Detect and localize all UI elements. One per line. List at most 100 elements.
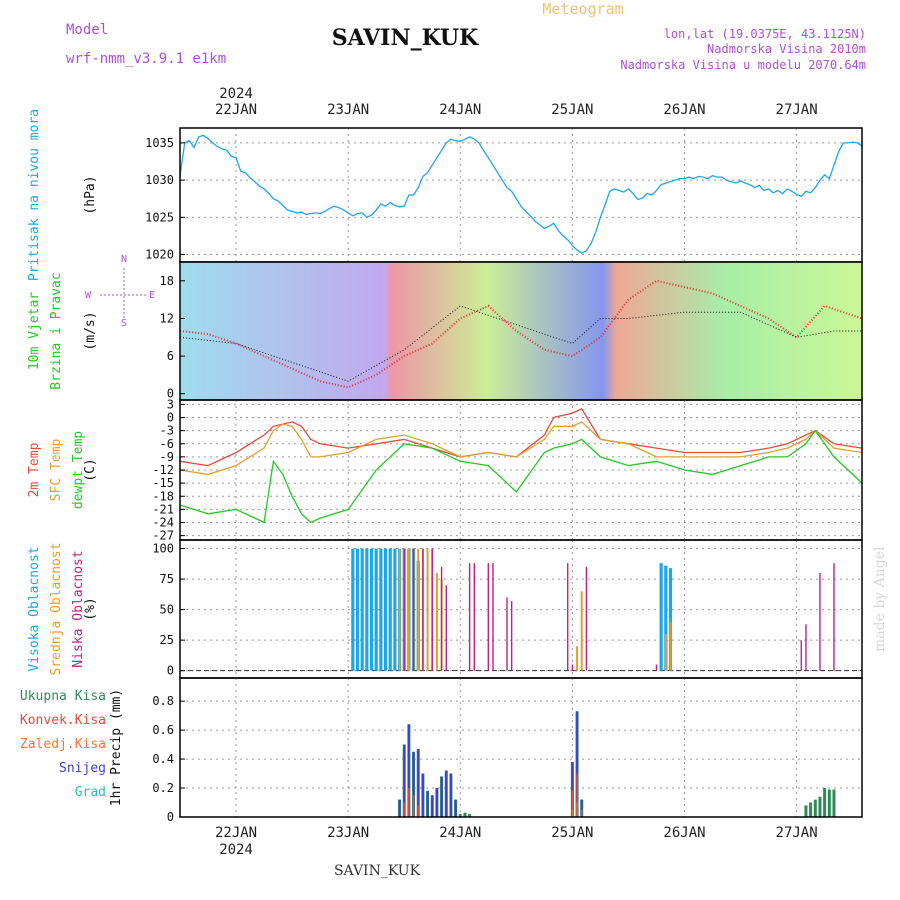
legend-konvek-kisa: Konvek.Kisa [20,713,106,728]
y-axis-label: 1hr Precip (mm) [109,689,124,806]
legend-grad: Grad [75,785,106,800]
panel-frame [179,539,863,679]
bar [571,809,573,817]
bar [664,634,667,671]
y-axis-label: (hPa) [83,175,98,214]
y-axis-label: (%) [83,597,98,620]
y-axis-label: Visoka Oblacnost [27,546,42,671]
bar [833,563,835,671]
y-tick-label: 0.6 [152,723,174,737]
precip-legend: Ukupna Kisa Konvek.Kisa Zaledj.Kisa Snijeg G… [20,689,106,800]
series-konvek-kisa [403,773,583,817]
y-tick-label: 0 [167,664,174,678]
day-label-top: 24JAN [439,102,481,118]
bar [827,789,831,817]
bar [580,591,583,671]
model-label: Model [66,22,108,38]
bar [412,795,415,817]
y-tick-label: 0 [167,810,174,824]
bar [669,621,672,671]
bar [440,566,443,671]
legend-zaledj-kisa: Zaledj.Kisa [20,737,106,752]
y-axis-label: Niska Oblacnost [71,550,86,667]
legend-ukupna-kisa: Ukupna Kisa [20,689,106,704]
y-axis-label: Pritisak na nivou mora [27,109,42,281]
panel-frame [179,677,863,818]
bar [431,795,434,817]
y-tick-label: 1020 [145,248,174,262]
y-tick-label: 75 [160,572,174,586]
bar [664,565,668,671]
bar [417,805,419,817]
bar [468,814,472,817]
bar [408,788,410,817]
y-axis-label: Brzina i Pravac [49,272,64,389]
series-zaledj-kisa [571,802,578,817]
bar [576,802,578,817]
bar [506,597,508,671]
y-tick-label: -27 [152,529,174,543]
y-axis-label: dewpt Temp [71,431,86,509]
y-tick-label: -6 [160,437,174,451]
bar [510,601,513,671]
bar [571,761,574,817]
bar [393,548,397,671]
day-label-top: 27JAN [776,102,818,118]
day-label-bottom: 24JAN [439,825,481,841]
year-label-bottom: 2024 [219,842,253,858]
bar [351,548,355,671]
gridlines [180,540,862,678]
bar [431,548,433,671]
y-tick-label: -15 [152,476,174,490]
day-label-bottom: 25JAN [551,825,593,841]
wind-field [180,262,862,400]
bar [492,563,494,671]
station-title: SAVIN_KUK [332,25,479,51]
y-tick-label: 6 [167,349,174,363]
y-tick-label: 1030 [145,173,174,187]
bar [435,788,438,817]
y-axis-label: SFC Temp [49,439,64,502]
panel-wind: 0 6 12 18 10m Vjetar Brzina i Pravac (m/s) N W E S [27,254,863,401]
bar [800,640,802,671]
series-dewpt-temp [179,429,863,524]
bar [417,548,420,671]
y-tick-label: 1035 [145,136,174,150]
bar [388,548,392,671]
bar [440,776,443,817]
bar [422,548,424,671]
panels: 1020 1025 1030 1035 Pritisak na nivou mora (h… [20,109,863,824]
y-tick-label: 0.8 [152,694,174,708]
series-sfc-temp [179,421,863,476]
bar [580,809,583,817]
y-tick-label: -3 [160,424,174,438]
panel-frame [179,127,863,263]
panel-clouds: 0 25 50 75 100 Visoka Oblacnost Srednja Oblacn… [27,539,863,679]
bar [445,585,447,671]
bar [403,548,405,671]
y-ticks: -27-24-21-18-15-12-9-6-303 [152,397,185,543]
gridlines [180,400,862,540]
y-tick-label: 1025 [145,210,174,224]
series-pressure [179,134,863,254]
y-tick-label: 0 [167,387,174,401]
lonlat-label: lon,lat (19.0375E, 43.1125N) [664,27,866,41]
bar [580,799,583,817]
bar [454,799,457,817]
y-axis-label: (C) [83,458,98,481]
day-label-top: 22JAN [215,102,257,118]
bar [576,646,579,671]
bar [818,796,822,817]
y-ticks: 0 6 12 18 [160,274,185,401]
bar [458,814,462,817]
bar [809,802,813,817]
y-ticks: 0 0.2 0.4 0.6 0.8 [152,694,185,824]
y-tick-label: 3 [167,397,174,411]
series-gust [179,305,862,382]
y-axis-label: 2m Temp [27,442,42,497]
panel-precip: 0 0.2 0.4 0.6 0.8 1hr Precip (mm)Ukupna Kisa K… [20,677,863,824]
bar [567,563,569,671]
year-label-top: 2024 [219,86,253,102]
y-tick-label: 12 [160,311,174,325]
